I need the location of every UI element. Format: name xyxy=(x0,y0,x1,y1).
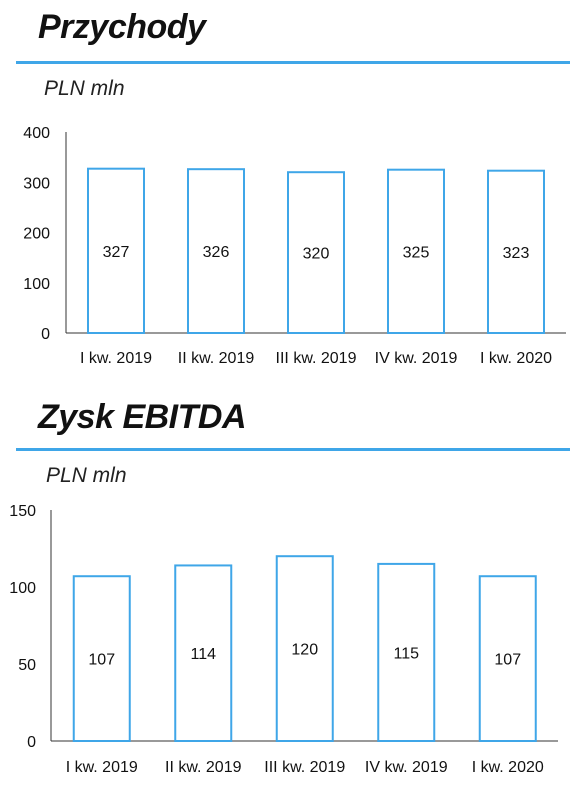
y-tick-label: 100 xyxy=(23,276,50,293)
x-tick-label: I kw. 2020 xyxy=(480,350,552,367)
bar xyxy=(72,575,131,742)
bar-value-label: 323 xyxy=(503,245,530,262)
bar xyxy=(287,171,345,335)
y-tick-label: 200 xyxy=(23,226,50,243)
chart-title: Zysk EBITDA xyxy=(38,398,247,436)
title-underline xyxy=(16,61,570,64)
bar xyxy=(377,562,436,743)
x-tick-label: III kw. 2019 xyxy=(276,350,357,367)
x-tick-label: I kw. 2019 xyxy=(80,350,152,367)
bar xyxy=(87,167,145,335)
bar xyxy=(187,168,245,335)
bar xyxy=(387,168,445,334)
x-tick-label: I kw. 2019 xyxy=(66,759,138,776)
x-tick-label: IV kw. 2019 xyxy=(365,759,448,776)
bar-value-label: 320 xyxy=(303,246,330,263)
bar-value-label: 114 xyxy=(190,646,216,663)
y-tick-label: 150 xyxy=(9,503,36,520)
bar-value-label: 107 xyxy=(494,652,521,669)
x-tick-label: II kw. 2019 xyxy=(178,350,255,367)
x-tick-label: IV kw. 2019 xyxy=(375,350,458,367)
y-tick-label: 0 xyxy=(41,326,50,343)
bar-value-label: 327 xyxy=(103,244,130,261)
y-tick-label: 100 xyxy=(9,580,36,597)
bar xyxy=(478,575,537,742)
y-tick-label: 0 xyxy=(27,734,36,751)
y-tick-label: 300 xyxy=(23,175,50,192)
bar xyxy=(487,169,545,334)
x-tick-label: I kw. 2020 xyxy=(472,759,544,776)
chart-title: Przychody xyxy=(38,8,206,46)
unit-label: PLN mln xyxy=(44,77,125,100)
bar-value-label: 120 xyxy=(291,642,318,659)
unit-label: PLN mln xyxy=(46,464,127,487)
bar-value-label: 107 xyxy=(88,652,115,669)
bar xyxy=(174,564,233,742)
bar-value-label: 325 xyxy=(403,244,430,261)
revenue-bar-chart: 0 100 200 300 400 327 I kw. 2019 326 II kw. 2019… xyxy=(23,125,566,367)
bar-value-label: 326 xyxy=(203,244,230,261)
y-tick-label: 50 xyxy=(18,657,36,674)
x-tick-label: II kw. 2019 xyxy=(165,759,242,776)
x-tick-label: III kw. 2019 xyxy=(264,759,345,776)
title-underline xyxy=(16,448,570,451)
y-tick-label: 400 xyxy=(23,125,50,142)
bar-value-label: 115 xyxy=(393,645,419,662)
bar xyxy=(275,555,334,743)
ebitda-bar-chart: 0 50 100 150 107 I kw. 2019 114 II kw. 2019 120 I… xyxy=(9,503,558,776)
